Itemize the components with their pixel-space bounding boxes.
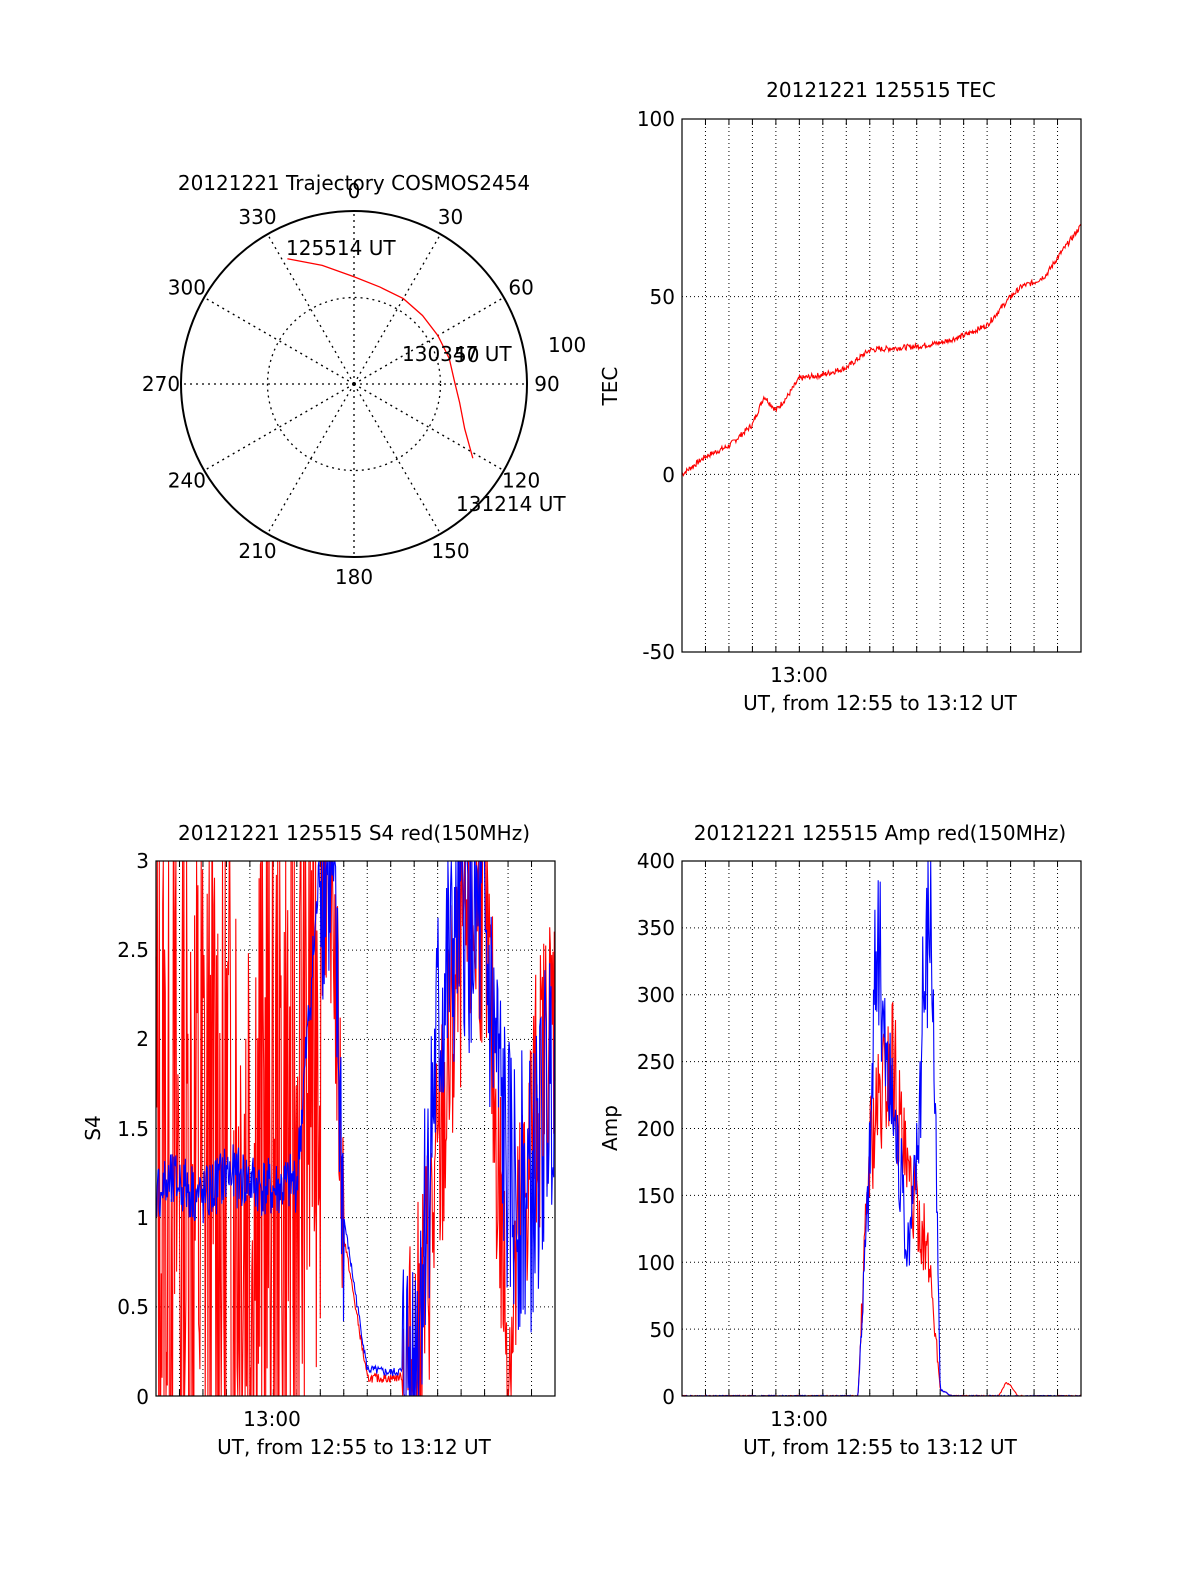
polar-azimuth-label-60: 60	[508, 276, 533, 300]
tec-plot-frame	[681, 118, 1082, 653]
amp-xlabel: UT, from 12:55 to 13:12 UT	[743, 1435, 1018, 1459]
amp-chart: 20121221 125515 Amp red(150MHz) 400 350 …	[598, 821, 1082, 1459]
polar-time-label-start: 125514 UT	[286, 236, 396, 260]
polar-azimuth-label-90: 90	[534, 372, 559, 396]
amp-ylabel: Amp	[598, 1105, 622, 1151]
amp-ytick-250: 250	[637, 1050, 675, 1074]
s4-xtick-1300: 13:00	[243, 1407, 301, 1431]
polar-outer-circle	[180, 210, 528, 558]
s4-ytick-1: 1	[136, 1206, 149, 1230]
amp-series	[681, 860, 1082, 1397]
amp-ytick-100: 100	[637, 1251, 675, 1275]
polar-spoke-120	[353, 383, 505, 472]
polar-grid	[180, 210, 528, 558]
tec-ytick-minus50: -50	[642, 640, 675, 664]
amp-ytick-150: 150	[637, 1184, 675, 1208]
polar-time-label-mid: 130347 UT	[402, 342, 512, 366]
polar-title: 20121221 Trajectory COSMOS2454	[178, 171, 530, 195]
s4-plot-frame	[155, 860, 556, 1397]
polar-ring-50	[266, 296, 442, 472]
polar-ring-label-100: 100	[548, 333, 586, 357]
s4-y-ticks: 3 2.5 2 1.5 1 0.5 0	[117, 849, 149, 1409]
tec-xlabel: UT, from 12:55 to 13:12 UT	[743, 691, 1018, 715]
polar-spoke-60	[353, 296, 505, 385]
tec-title: 20121221 125515 TEC	[766, 78, 996, 102]
polar-azimuth-label-180: 180	[335, 565, 373, 589]
polar-azimuth-label-120: 120	[502, 469, 540, 493]
polar-time-label-end: 131214 UT	[456, 492, 566, 516]
tec-ytick-100: 100	[637, 107, 675, 131]
polar-chart: 20121221 Trajectory COSMOS2454 0 30 60 90 12…	[142, 171, 586, 589]
polar-spoke-330	[266, 233, 355, 385]
amp-xtick-1300: 13:00	[770, 1407, 828, 1431]
s4-ytick-0: 0	[136, 1385, 149, 1409]
amp-ytick-350: 350	[637, 916, 675, 940]
amp-ytick-300: 300	[637, 983, 675, 1007]
tec-y-ticks: 100 50 0 -50	[637, 107, 675, 664]
s4-chart: 20121221 125515 S4 red(150MHz) 3 2.5 2 1…	[81, 821, 556, 1459]
amp-title: 20121221 125515 Amp red(150MHz)	[694, 821, 1066, 845]
polar-azimuth-label-210: 210	[238, 539, 276, 563]
polar-spoke-240	[203, 383, 355, 472]
s4-ytick-1-5: 1.5	[117, 1117, 149, 1141]
tec-series-line-red	[681, 223, 1082, 477]
tec-ytick-50: 50	[650, 285, 675, 309]
polar-azimuth-label-30: 30	[438, 205, 463, 229]
tec-grid	[682, 119, 1081, 652]
tec-ylabel: TEC	[598, 367, 622, 407]
polar-azimuth-label-150: 150	[431, 539, 469, 563]
amp-ytick-200: 200	[637, 1117, 675, 1141]
s4-series-line-blue	[155, 860, 556, 1397]
polar-azimuth-label-330: 330	[238, 205, 276, 229]
s4-ytick-3: 3	[136, 849, 149, 873]
tec-chart: 20121221 125515 TEC 100 50 0 -50 13:00 U…	[598, 78, 1082, 715]
tec-series	[681, 223, 1082, 477]
polar-trajectory-series	[287, 258, 474, 459]
polar-azimuth-labels: 0 30 60 90 120 150 180 210 240 270 300 330	[142, 179, 560, 589]
polar-trajectory-line	[287, 258, 474, 459]
polar-azimuth-label-270: 270	[142, 372, 180, 396]
polar-spoke-30	[353, 233, 442, 385]
amp-y-ticks: 400 350 300 250 200 150 100 50 0	[637, 849, 675, 1409]
s4-ytick-2-5: 2.5	[117, 938, 149, 962]
polar-azimuth-label-0: 0	[348, 179, 361, 203]
tec-ytick-0: 0	[662, 463, 675, 487]
s4-ytick-2: 2	[136, 1027, 149, 1051]
polar-spoke-210	[266, 383, 355, 535]
s4-title: 20121221 125515 S4 red(150MHz)	[178, 821, 530, 845]
amp-ytick-400: 400	[637, 849, 675, 873]
s4-ylabel: S4	[81, 1115, 105, 1140]
s4-ytick-0-5: 0.5	[117, 1295, 149, 1319]
polar-ring-label-50: 50	[454, 343, 479, 367]
s4-series	[155, 860, 556, 1397]
s4-xlabel: UT, from 12:55 to 13:12 UT	[217, 1435, 492, 1459]
polar-spoke-150	[353, 383, 442, 535]
amp-grid	[682, 861, 1081, 1396]
amp-ytick-50: 50	[650, 1318, 675, 1342]
amp-plot-frame	[681, 860, 1082, 1397]
amp-ytick-0: 0	[662, 1385, 675, 1409]
tec-xtick-1300: 13:00	[770, 663, 828, 687]
polar-azimuth-label-300: 300	[168, 276, 206, 300]
s4-series-line-red	[155, 860, 556, 1397]
polar-azimuth-label-240: 240	[168, 469, 206, 493]
polar-spoke-300	[203, 296, 355, 385]
